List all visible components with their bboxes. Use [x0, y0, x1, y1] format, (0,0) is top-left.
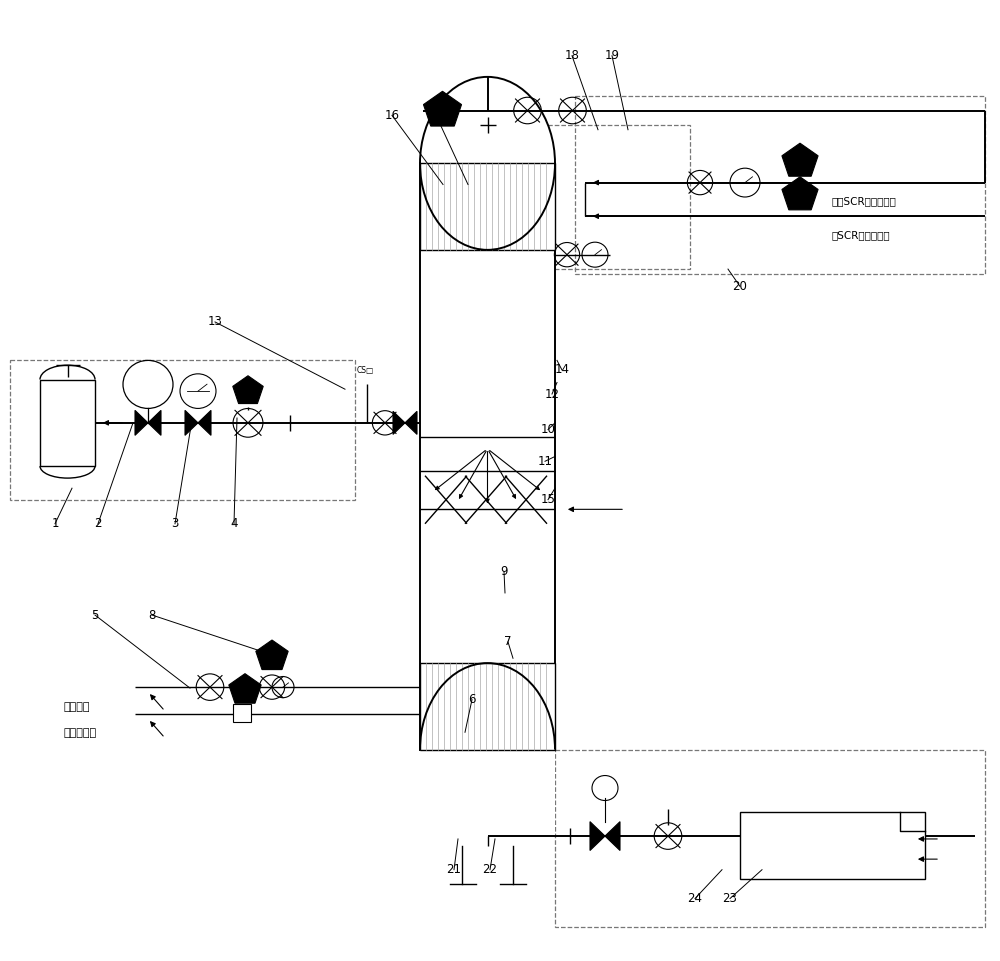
Bar [233, 704, 251, 722]
Ellipse shape [420, 77, 555, 250]
Text: 13: 13 [208, 315, 222, 329]
Text: 来自SCR反应器出口: 来自SCR反应器出口 [832, 196, 897, 206]
Text: 19: 19 [604, 49, 620, 62]
Bar [740, 812, 925, 879]
Text: 4: 4 [230, 517, 238, 530]
Polygon shape [782, 177, 818, 209]
Text: 14: 14 [554, 363, 570, 377]
Polygon shape [148, 410, 161, 435]
Text: 23: 23 [723, 892, 737, 905]
Text: 16: 16 [384, 109, 400, 122]
Text: 22: 22 [482, 863, 498, 876]
Text: 10: 10 [541, 423, 555, 436]
Text: 8: 8 [148, 608, 156, 622]
Text: 24: 24 [688, 892, 702, 905]
Polygon shape [393, 411, 405, 434]
Text: 蒸汽进口: 蒸汽进口 [63, 702, 90, 711]
Text: 去SCR反应器入口: 去SCR反应器入口 [832, 230, 891, 239]
Text: 15: 15 [541, 493, 555, 506]
Text: 7: 7 [504, 635, 512, 649]
Text: 6: 6 [468, 693, 476, 706]
Bar [555, 750, 985, 927]
Text: 17: 17 [428, 109, 444, 122]
Text: 12: 12 [544, 387, 560, 401]
Polygon shape [198, 410, 211, 435]
Polygon shape [405, 411, 417, 434]
Polygon shape [423, 91, 462, 126]
Polygon shape [782, 143, 818, 176]
Text: 2: 2 [94, 517, 102, 530]
Text: 冷凝水出口: 冷凝水出口 [63, 728, 96, 738]
Text: CS□: CS□ [357, 366, 374, 375]
Polygon shape [590, 822, 605, 850]
Bar [420, 163, 555, 250]
Text: 3: 3 [171, 517, 179, 530]
Polygon shape [135, 410, 148, 435]
Text: 5: 5 [91, 608, 99, 622]
Bar [40, 380, 95, 466]
Text: 21: 21 [446, 863, 462, 876]
Text: 18: 18 [565, 49, 579, 62]
Text: 11: 11 [538, 455, 552, 468]
Bar [420, 750, 555, 836]
Polygon shape [605, 822, 620, 850]
Text: 9: 9 [500, 565, 508, 579]
Bar [575, 96, 985, 274]
Polygon shape [229, 674, 261, 703]
Text: 20: 20 [733, 280, 747, 293]
Polygon shape [256, 640, 288, 670]
Polygon shape [233, 376, 263, 404]
Bar [420, 163, 555, 750]
Bar [10, 360, 355, 500]
Bar [420, 163, 555, 250]
Polygon shape [185, 410, 198, 435]
Bar [420, 663, 555, 750]
Text: 1: 1 [51, 517, 59, 530]
Bar [435, 125, 690, 269]
